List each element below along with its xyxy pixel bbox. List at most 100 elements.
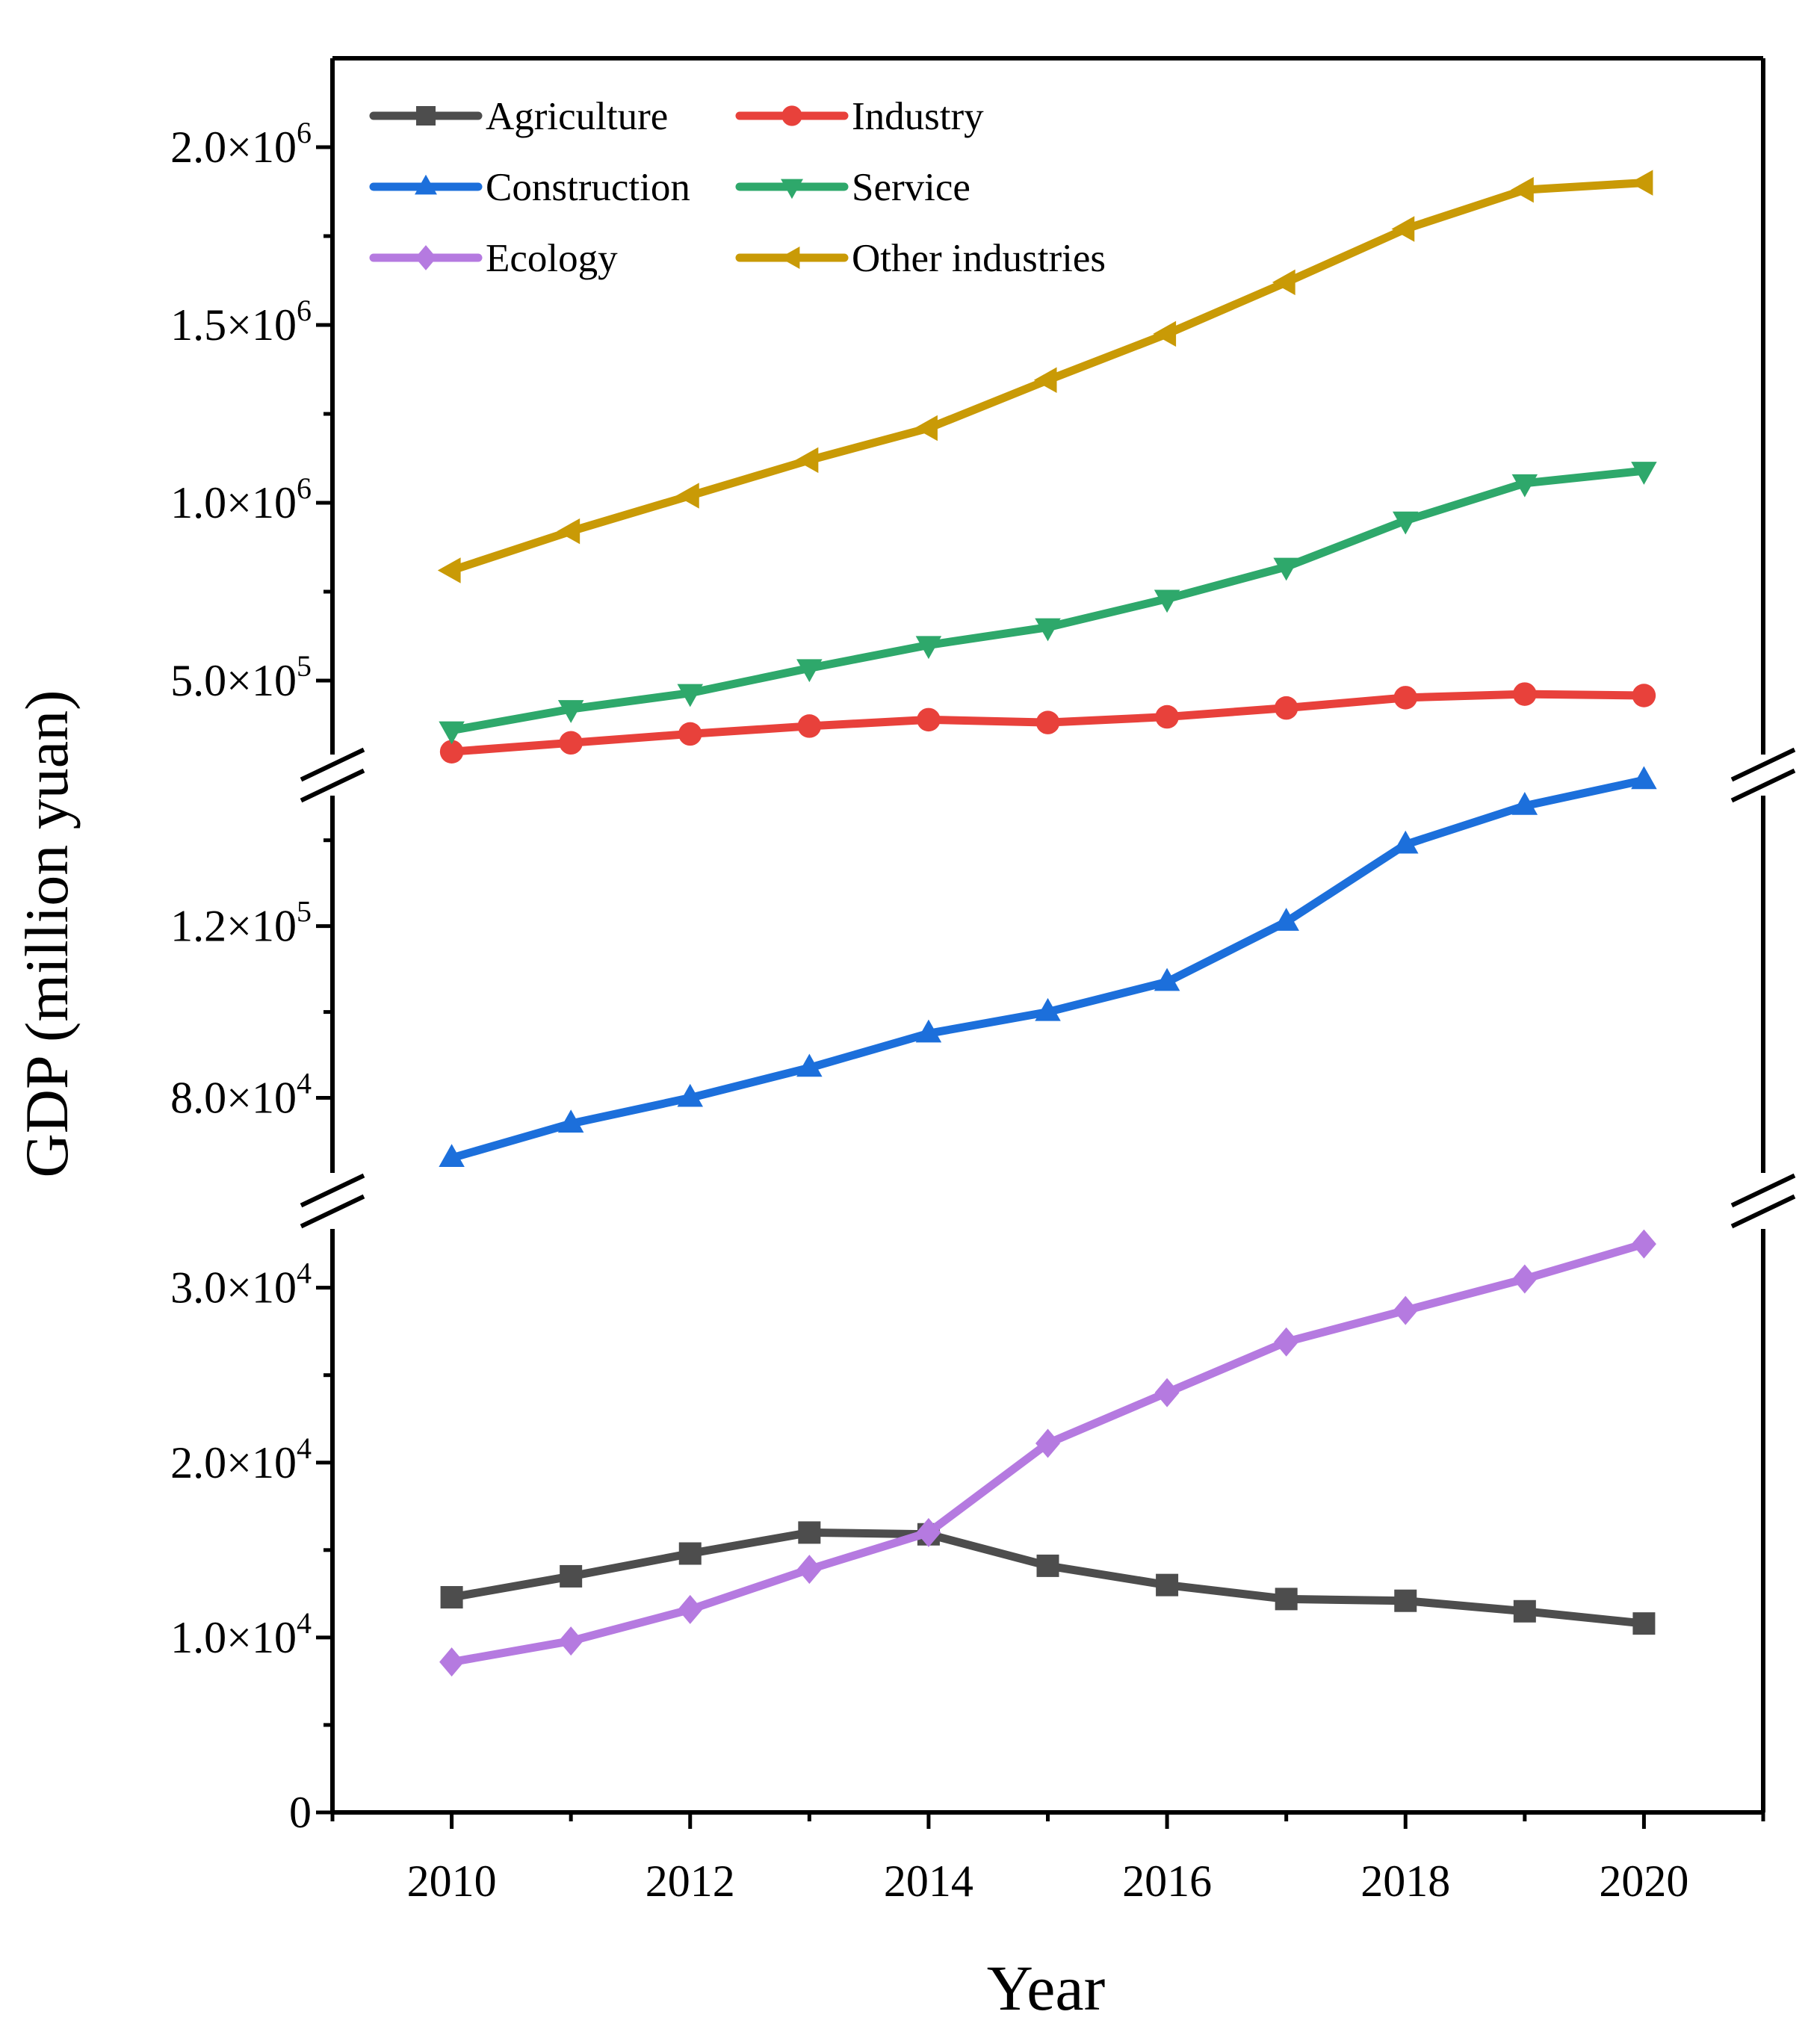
data-point-service (439, 721, 465, 745)
y-tick-label: 8.0×104 (170, 1067, 312, 1123)
data-point-other-industries (1033, 367, 1057, 394)
data-point-service (1035, 618, 1061, 642)
y-tick-label: 5.0×105 (170, 649, 312, 705)
data-point-other-industries (795, 447, 819, 474)
y-tick-mantissa: 2.0×10 (170, 123, 297, 172)
series-industry (439, 682, 1656, 764)
legend-label: Agriculture (486, 95, 668, 138)
data-point-other-industries (557, 518, 581, 545)
data-point-industry (1632, 684, 1656, 707)
data-point-service (796, 659, 823, 683)
axis-break-mark (300, 1194, 365, 1229)
data-point-other-industries (676, 483, 699, 509)
legend-item-service: Service (735, 166, 970, 209)
legend-item-agriculture: Agriculture (369, 95, 668, 138)
y-tick-exponent: 5 (297, 895, 312, 929)
data-point-agriculture (798, 1521, 821, 1544)
data-point-construction (1511, 791, 1538, 815)
legend-item-industry: Industry (735, 95, 984, 138)
data-point-service (915, 636, 942, 660)
legend-label: Service (852, 166, 970, 209)
legend-label: Construction (486, 166, 690, 209)
data-point-construction (1393, 830, 1419, 854)
y-axis-title: GDP (million yuan) (13, 690, 81, 1178)
legend-label: Other industries (852, 237, 1106, 280)
data-point-industry (917, 707, 941, 732)
legend-marker (415, 245, 437, 270)
data-point-ecology (796, 1555, 822, 1585)
series-service (439, 462, 1657, 745)
data-point-agriculture (678, 1542, 702, 1565)
data-point-service (1631, 462, 1657, 485)
data-point-agriculture (1156, 1573, 1179, 1597)
data-point-ecology (439, 1647, 465, 1677)
y-tick-mantissa: 3.0×10 (170, 1263, 297, 1313)
axis-break-mark (300, 1173, 365, 1208)
series-agriculture (440, 1521, 1656, 1635)
y-tick-mantissa: 1.2×10 (170, 902, 297, 951)
legend-label: Industry (852, 95, 984, 138)
y-tick-label: 2.0×104 (170, 1431, 312, 1487)
data-point-agriculture (440, 1586, 463, 1609)
data-point-industry (439, 740, 464, 764)
y-tick-exponent: 4 (297, 1257, 312, 1290)
legend-item-ecology: Ecology (369, 237, 618, 280)
data-point-service (677, 684, 703, 707)
data-point-ecology (1035, 1428, 1060, 1458)
y-tick-mantissa: 0 (289, 1788, 312, 1837)
legend-marker (779, 247, 800, 269)
y-tick-label: 2.0×106 (170, 116, 312, 172)
y-tick-exponent: 5 (297, 649, 312, 683)
x-tick-label: 2016 (1122, 1856, 1212, 1906)
data-point-other-industries (914, 415, 938, 442)
data-point-construction (1631, 766, 1657, 790)
data-point-other-industries (1511, 176, 1534, 203)
y-tick-exponent: 4 (297, 1606, 312, 1640)
y-tick-label: 1.2×105 (170, 895, 312, 951)
data-point-agriculture (1275, 1588, 1298, 1611)
data-point-industry (797, 714, 822, 738)
data-point-construction (557, 1109, 584, 1133)
legend: Agriculture Industry Construction Service Ec… (369, 95, 1106, 280)
data-point-other-industries (1272, 269, 1295, 296)
data-point-industry (1513, 682, 1537, 706)
legend-marker (416, 106, 436, 126)
x-tick-label: 2018 (1360, 1856, 1450, 1906)
data-point-construction (439, 1144, 465, 1167)
data-point-service (1154, 589, 1180, 613)
y-tick-exponent: 4 (297, 1067, 312, 1100)
axis-break-mark (1730, 768, 1796, 803)
data-point-industry (678, 722, 702, 746)
data-point-construction (796, 1053, 823, 1077)
data-point-service (1511, 474, 1538, 498)
data-point-other-industries (1391, 216, 1415, 242)
data-point-ecology (558, 1626, 583, 1656)
series-other-industries (437, 170, 1653, 583)
x-tick-label: 2012 (646, 1856, 735, 1906)
y-tick-exponent: 6 (297, 294, 312, 327)
y-tick-label: 0 (289, 1788, 312, 1837)
y-tick-mantissa: 1.0×10 (170, 478, 297, 527)
data-point-other-industries (1153, 320, 1177, 347)
x-tick-label: 2014 (884, 1856, 973, 1906)
data-point-construction (1273, 908, 1299, 931)
y-tick-label: 1.0×104 (170, 1606, 312, 1662)
data-point-ecology (1393, 1295, 1418, 1325)
data-point-other-industries (1629, 170, 1653, 196)
data-point-ecology (1274, 1327, 1299, 1357)
series-line-agriculture (448, 1528, 1648, 1628)
data-point-industry (559, 731, 583, 755)
x-tick-label: 2010 (407, 1856, 497, 1906)
data-point-construction (677, 1083, 703, 1107)
y-tick-label: 3.0×104 (170, 1257, 312, 1313)
y-tick-exponent: 6 (297, 116, 312, 149)
legend-label: Ecology (486, 237, 618, 280)
data-point-ecology (1512, 1264, 1538, 1294)
series-layer (437, 170, 1657, 1677)
data-point-construction (915, 1019, 942, 1043)
legend-item-other-industries: Other industries (735, 237, 1106, 280)
data-point-industry (1155, 704, 1179, 729)
y-tick-mantissa: 1.5×10 (170, 300, 297, 350)
data-point-other-industries (437, 557, 461, 583)
